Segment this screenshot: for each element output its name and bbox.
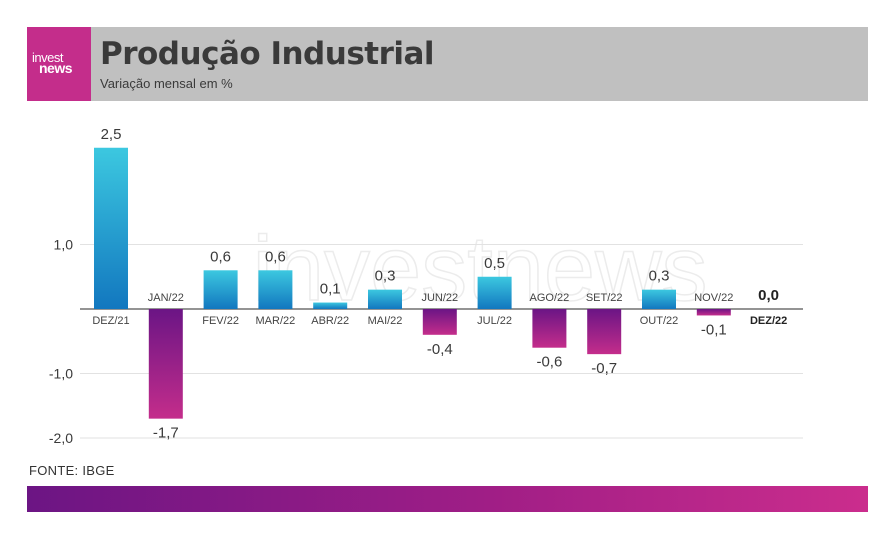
category-label: JUL/22 [477, 315, 512, 327]
value-label: -0,7 [591, 360, 617, 377]
y-tick-label: -1,0 [49, 366, 73, 382]
value-label: 0,3 [649, 268, 670, 285]
bars [94, 147, 731, 419]
chart-header: invest news Produção Industrial Variação… [27, 27, 868, 101]
bar [94, 147, 128, 309]
category-label: JAN/22 [148, 292, 184, 304]
bar [203, 270, 238, 309]
bar [368, 289, 402, 309]
value-label: 0,6 [210, 248, 231, 265]
category-label: MAR/22 [256, 315, 296, 327]
category-label: JUN/22 [421, 292, 458, 304]
category-label: ABR/22 [311, 315, 349, 327]
chart-subtitle: Variação mensal em % [100, 76, 233, 91]
logo-text-invest: invest [32, 50, 63, 65]
value-label: 0,0 [758, 287, 779, 304]
category-label: MAI/22 [368, 315, 403, 327]
chart-title: Produção Industrial [100, 36, 435, 72]
bar [696, 309, 731, 316]
value-label: 0,5 [484, 255, 505, 272]
bar [313, 302, 348, 309]
value-label: -0,6 [536, 354, 562, 371]
value-label: 0,3 [375, 268, 396, 285]
investnews-logo: invest news [27, 27, 91, 101]
bar [587, 309, 622, 355]
bar [258, 270, 293, 309]
category-label: DEZ/21 [92, 315, 129, 327]
y-tick-label: -2,0 [49, 430, 73, 446]
bar [477, 276, 512, 309]
category-label: AGO/22 [530, 292, 570, 304]
value-label: 2,5 [101, 126, 122, 143]
value-label: -1,7 [153, 425, 179, 442]
category-label: NOV/22 [694, 292, 733, 304]
category-label: OUT/22 [640, 315, 679, 327]
bar [532, 309, 567, 348]
bar [148, 309, 183, 419]
value-label: -0,4 [427, 341, 453, 358]
labels: 1,0 -1,0 -2,0 DEZ/21 2,5 JAN/22 -1,7 FEV/22 0,6 M… [49, 126, 787, 446]
source-note: FONTE: IBGE [29, 463, 115, 478]
value-label: -0,1 [701, 321, 727, 338]
category-label: FEV/22 [202, 315, 239, 327]
value-label: 0,6 [265, 248, 286, 265]
category-label: SET/22 [586, 292, 623, 304]
value-label: 0,1 [320, 281, 341, 298]
y-tick-label: 1,0 [54, 237, 74, 253]
footer-gradient-bar [27, 486, 868, 512]
bar [422, 309, 457, 335]
bar [642, 289, 676, 309]
category-label: DEZ/22 [750, 315, 787, 327]
logo-text-news: news [39, 60, 73, 76]
